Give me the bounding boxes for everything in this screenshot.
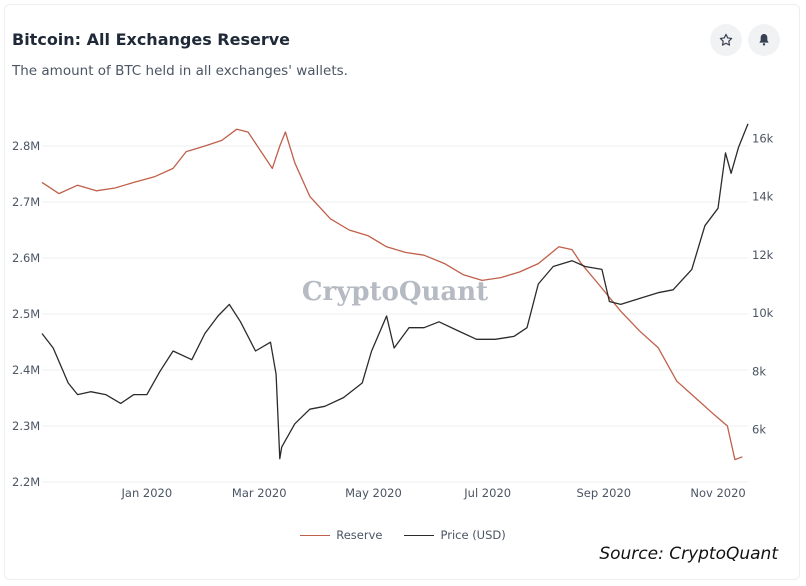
x-tick-label: Jul 2020 <box>463 486 511 500</box>
y-right-tick-label: 8k <box>752 364 766 378</box>
legend-item-reserve[interactable]: Reserve <box>300 528 382 542</box>
bell-button[interactable] <box>748 24 780 56</box>
y-left-tick-label: 2.4M <box>12 363 40 377</box>
y-right-tick-label: 16k <box>752 131 774 145</box>
y-left-tick-label: 2.3M <box>12 419 40 433</box>
y-left-tick-label: 2.8M <box>12 139 40 153</box>
source-note: Source: CryptoQuant <box>599 544 778 564</box>
watermark: CryptoQuant <box>302 277 488 307</box>
x-tick-label: May 2020 <box>345 486 402 500</box>
legend-label-reserve: Reserve <box>336 528 383 542</box>
x-tick-label: Sep 2020 <box>576 486 631 500</box>
legend-swatch-price <box>404 534 435 536</box>
y-left-tick-label: 2.5M <box>12 307 40 321</box>
legend-swatch-reserve <box>300 534 331 536</box>
x-tick-label: Jan 2020 <box>121 486 173 500</box>
y-right-tick-label: 10k <box>752 306 774 320</box>
x-tick-label: Nov 2020 <box>690 486 745 500</box>
bell-icon <box>759 34 769 46</box>
y-right-tick-label: 12k <box>752 248 774 262</box>
chart-card <box>4 4 800 580</box>
series-line-reserve <box>41 128 743 461</box>
x-tick-label: Mar 2020 <box>232 486 287 500</box>
chart-subtitle: The amount of BTC held in all exchanges'… <box>12 63 348 79</box>
legend-label-price: Price (USD) <box>440 528 506 542</box>
y-right-tick-label: 6k <box>752 423 766 437</box>
y-left-tick-label: 2.7M <box>12 195 40 209</box>
star-button[interactable] <box>710 24 742 56</box>
star-icon <box>719 33 733 46</box>
series-line-price <box>41 123 749 460</box>
legend-item-price[interactable]: Price (USD) <box>404 528 506 542</box>
y-right-tick-label: 14k <box>752 190 774 204</box>
y-left-tick-label: 2.6M <box>12 251 40 265</box>
chart-title: Bitcoin: All Exchanges Reserve <box>12 30 290 49</box>
y-left-tick-label: 2.2M <box>12 475 40 489</box>
chart-legend: Reserve Price (USD) <box>0 528 806 542</box>
